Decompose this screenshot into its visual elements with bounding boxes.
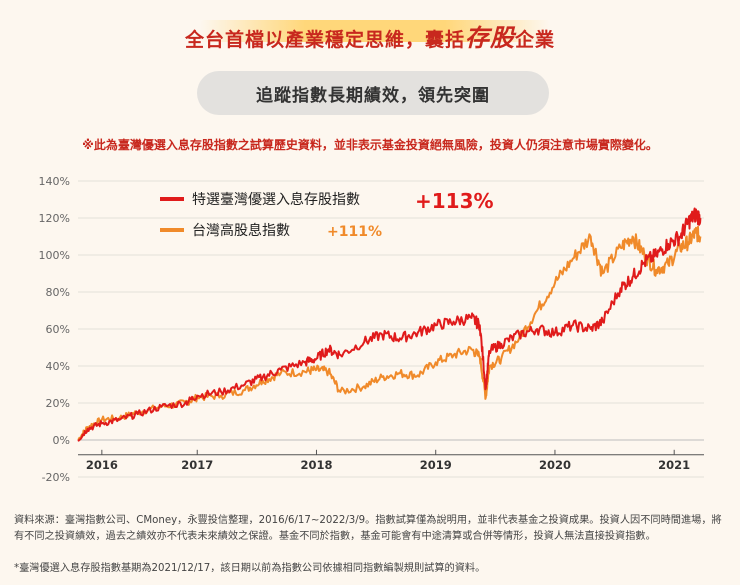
- chart-grid: [78, 180, 704, 478]
- y-tick-label: 60%: [46, 323, 70, 336]
- headline-text: 全台首檔以產業穩定思維，囊括存股企業: [0, 18, 740, 53]
- legend-label-0: 特選臺灣優選入息存股指數: [192, 191, 360, 208]
- risk-warning: ※此為臺灣優選入息存股指數之試算歷史資料，並非表示基金投資絕無風險，投資人仍須注…: [82, 138, 658, 152]
- y-tick-label: 120%: [39, 212, 70, 225]
- chart-legend: 特選臺灣優選入息存股指數 +113% 台灣高股息指數 +111%: [160, 189, 494, 240]
- y-tick-label: 140%: [39, 175, 70, 188]
- headline-emphasis: 存股: [465, 24, 515, 52]
- headline: 全台首檔以產業穩定思維，囊括存股企業: [0, 8, 740, 52]
- x-tick-label: 2018: [300, 458, 332, 472]
- series-line-1: [77, 225, 702, 441]
- subtitle-pill-text: 追蹤指數長期績效，領先突圍: [256, 85, 490, 106]
- x-tick-label: 2019: [420, 458, 452, 472]
- x-tick-label: 2021: [658, 458, 690, 472]
- headline-post: 企業: [515, 29, 556, 51]
- legend-return-0: +113%: [415, 189, 494, 213]
- headline-pre: 全台首檔以產業穩定思維，囊括: [184, 29, 465, 51]
- y-tick-label: 40%: [46, 360, 70, 373]
- x-tick-label: 2016: [86, 458, 118, 472]
- x-tick-label: 2020: [539, 458, 571, 472]
- y-tick-label: 100%: [39, 249, 70, 262]
- y-tick-label: 20%: [46, 397, 70, 410]
- source-footnote: 資料來源：臺灣指數公司、CMoney，永豐投信整理，2016/6/17~2022…: [14, 515, 722, 542]
- x-axis: 2016 2017 2018 2019 2020 2021: [78, 449, 704, 472]
- legend-return-1: +111%: [327, 224, 382, 240]
- chart-series: [77, 207, 702, 442]
- subtitle-pill: 追蹤指數長期績效，領先突圍: [197, 71, 549, 115]
- headline-highlight: [200, 20, 550, 42]
- y-tick-label: -20%: [42, 471, 70, 484]
- legend-label-1: 台灣高股息指數: [192, 222, 290, 239]
- y-tick-label: 80%: [46, 286, 70, 299]
- performance-chart: 140%120%100%80%60%40%20%0%-20% 2016 2017 2…: [39, 175, 704, 484]
- series-line-0: [77, 207, 702, 442]
- base-date-footnote: *臺灣優選入息存股指數基期為2021/12/17，該日期以前為指數公司依據相同指…: [14, 563, 486, 574]
- y-tick-label: 0%: [53, 434, 70, 447]
- y-axis: 140% 120% 100% 80% 60% 40% 20% 0% -20%: [39, 175, 70, 484]
- x-tick-label: 2017: [181, 458, 213, 472]
